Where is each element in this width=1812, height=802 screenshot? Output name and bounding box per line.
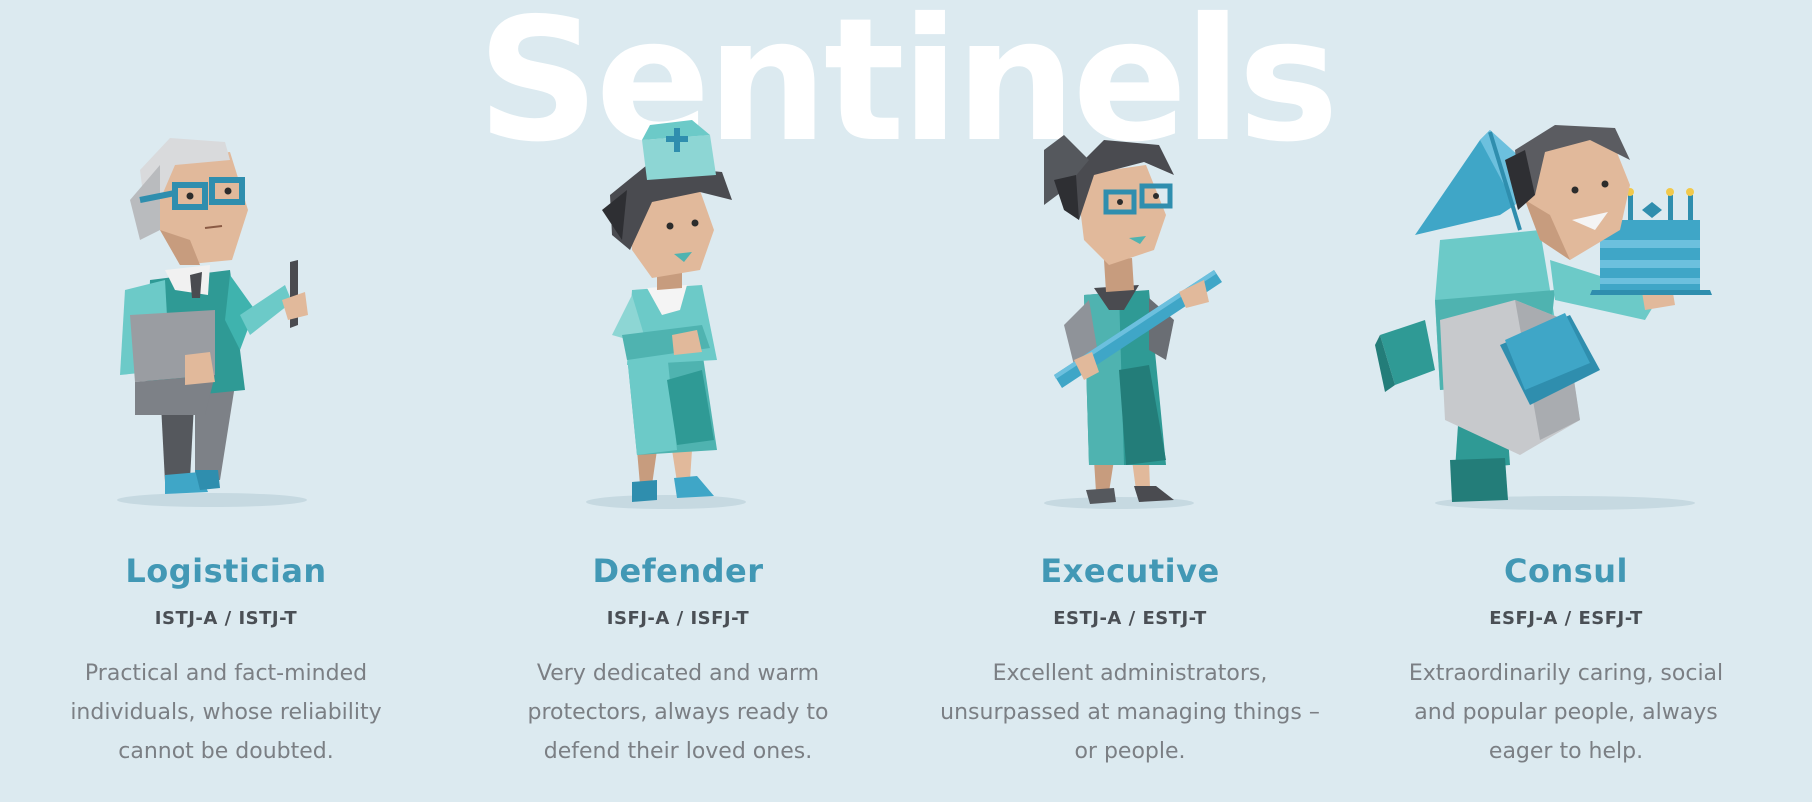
type-description: Practical and fact-minded individuals, w… — [70, 661, 382, 764]
executive-figure-icon — [904, 120, 1356, 515]
type-card-defender[interactable]: Defender ISFJ-A / ISFJ-T Very dedicated … — [452, 0, 904, 802]
type-card-logistician[interactable]: Logistician ISTJ-A / ISTJ-T Practical an… — [0, 0, 452, 802]
type-description: Extraordinarily caring, social and popul… — [1408, 661, 1724, 764]
group-title: Sentinels — [476, 0, 1339, 180]
type-code: ISFJ-A / ISFJ-T — [606, 608, 750, 629]
type-description: Very dedicated and warm protectors, alwa… — [527, 661, 829, 764]
type-code: ISTJ-A / ISTJ-T — [154, 608, 298, 629]
type-name[interactable]: Consul — [1503, 552, 1629, 590]
type-name[interactable]: Logistician — [125, 552, 327, 590]
type-description: Excellent administrators, unsurpassed at… — [940, 661, 1320, 764]
type-name[interactable]: Executive — [1040, 552, 1220, 590]
type-card-consul[interactable]: Consul ESFJ-A / ESFJ-T Extraordinarily c… — [1340, 0, 1792, 802]
logistician-figure-icon — [0, 120, 452, 515]
defender-figure-icon — [452, 120, 904, 515]
type-code: ESFJ-A / ESFJ-T — [1489, 608, 1643, 629]
type-card-executive[interactable]: Executive ESTJ-A / ESTJ-T Excellent admi… — [904, 0, 1356, 802]
type-code: ESTJ-A / ESTJ-T — [1053, 608, 1207, 629]
consul-figure-icon — [1340, 120, 1792, 515]
type-name[interactable]: Defender — [592, 552, 764, 590]
